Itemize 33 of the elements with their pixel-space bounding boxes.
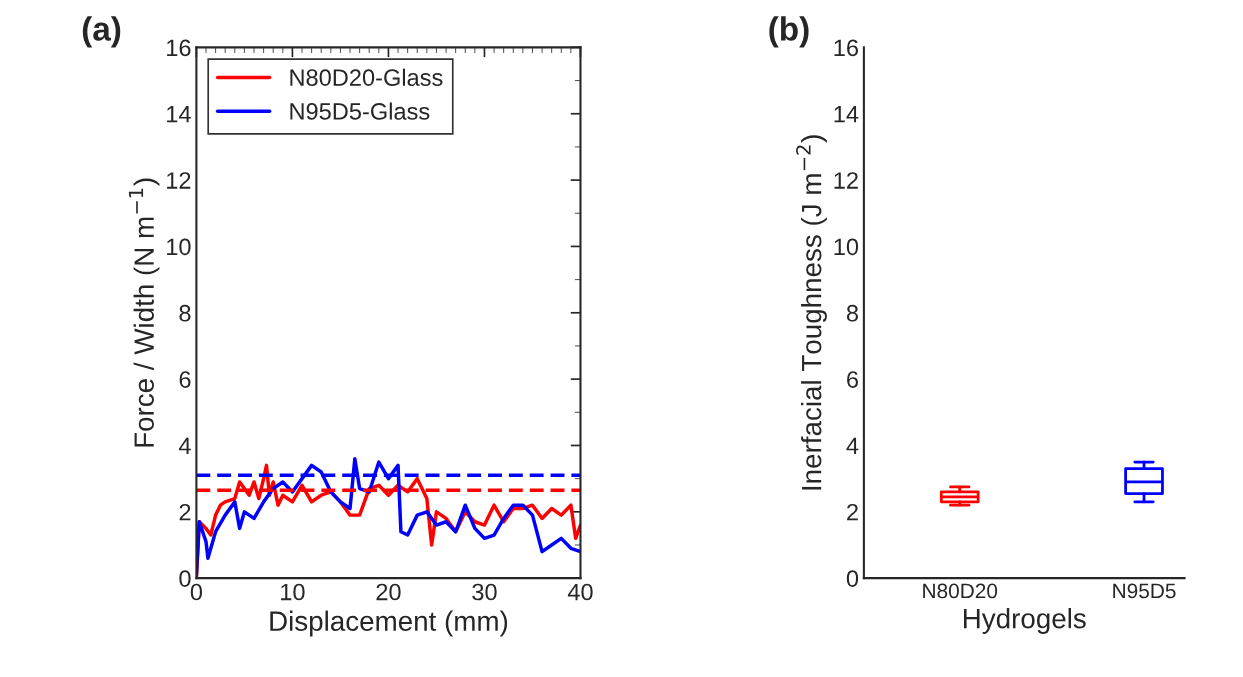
x-tick-label: 0: [190, 583, 203, 601]
x-tick-label: 10: [281, 583, 305, 601]
y-tick-label: 16: [834, 39, 858, 57]
x-axis-title: Hydrogels: [963, 608, 1086, 634]
y-tick-label: 12: [167, 172, 191, 189]
y-tick-label: 14: [834, 106, 859, 123]
legend-label: N80D20-Glass: [290, 68, 443, 86]
x-tick-label: 20: [376, 583, 401, 601]
y-tick-label: 6: [179, 371, 191, 388]
x-axis-title: Displacement (mm): [270, 610, 508, 637]
y-tick-label: 0: [179, 570, 191, 587]
y-tick-label: 4: [178, 437, 191, 455]
x-tick-label: 40: [567, 583, 593, 601]
y-tick-label: 8: [179, 304, 191, 322]
y-tick-label: 10: [834, 238, 859, 256]
y-tick-label: 10: [167, 238, 191, 256]
y-tick-label: 4: [846, 437, 859, 455]
y-tick-label: 6: [847, 371, 858, 388]
x-tick-label: N95D5: [1113, 583, 1176, 599]
y-tick-label: 8: [846, 304, 858, 322]
text: (b): [769, 16, 809, 48]
y-axis-title: Inerfacial Toughness (J m$^{−2}$): [796, 135, 827, 490]
y-tick-label: 2: [179, 503, 191, 521]
legend-label: N95D5-Glass: [290, 102, 430, 120]
y-tick-label: 12: [834, 172, 858, 189]
x-tick-label: 30: [472, 583, 497, 601]
y-tick-label: 0: [846, 570, 859, 587]
y-axis-title: Force / Width (N m$^{−1}$): [128, 178, 160, 447]
text: (a): [82, 16, 121, 48]
y-tick-label: 2: [847, 503, 858, 521]
x-tick-label: N80D20: [923, 583, 998, 599]
y-tick-label: 14: [167, 106, 191, 123]
y-tick-label: 16: [167, 39, 191, 57]
